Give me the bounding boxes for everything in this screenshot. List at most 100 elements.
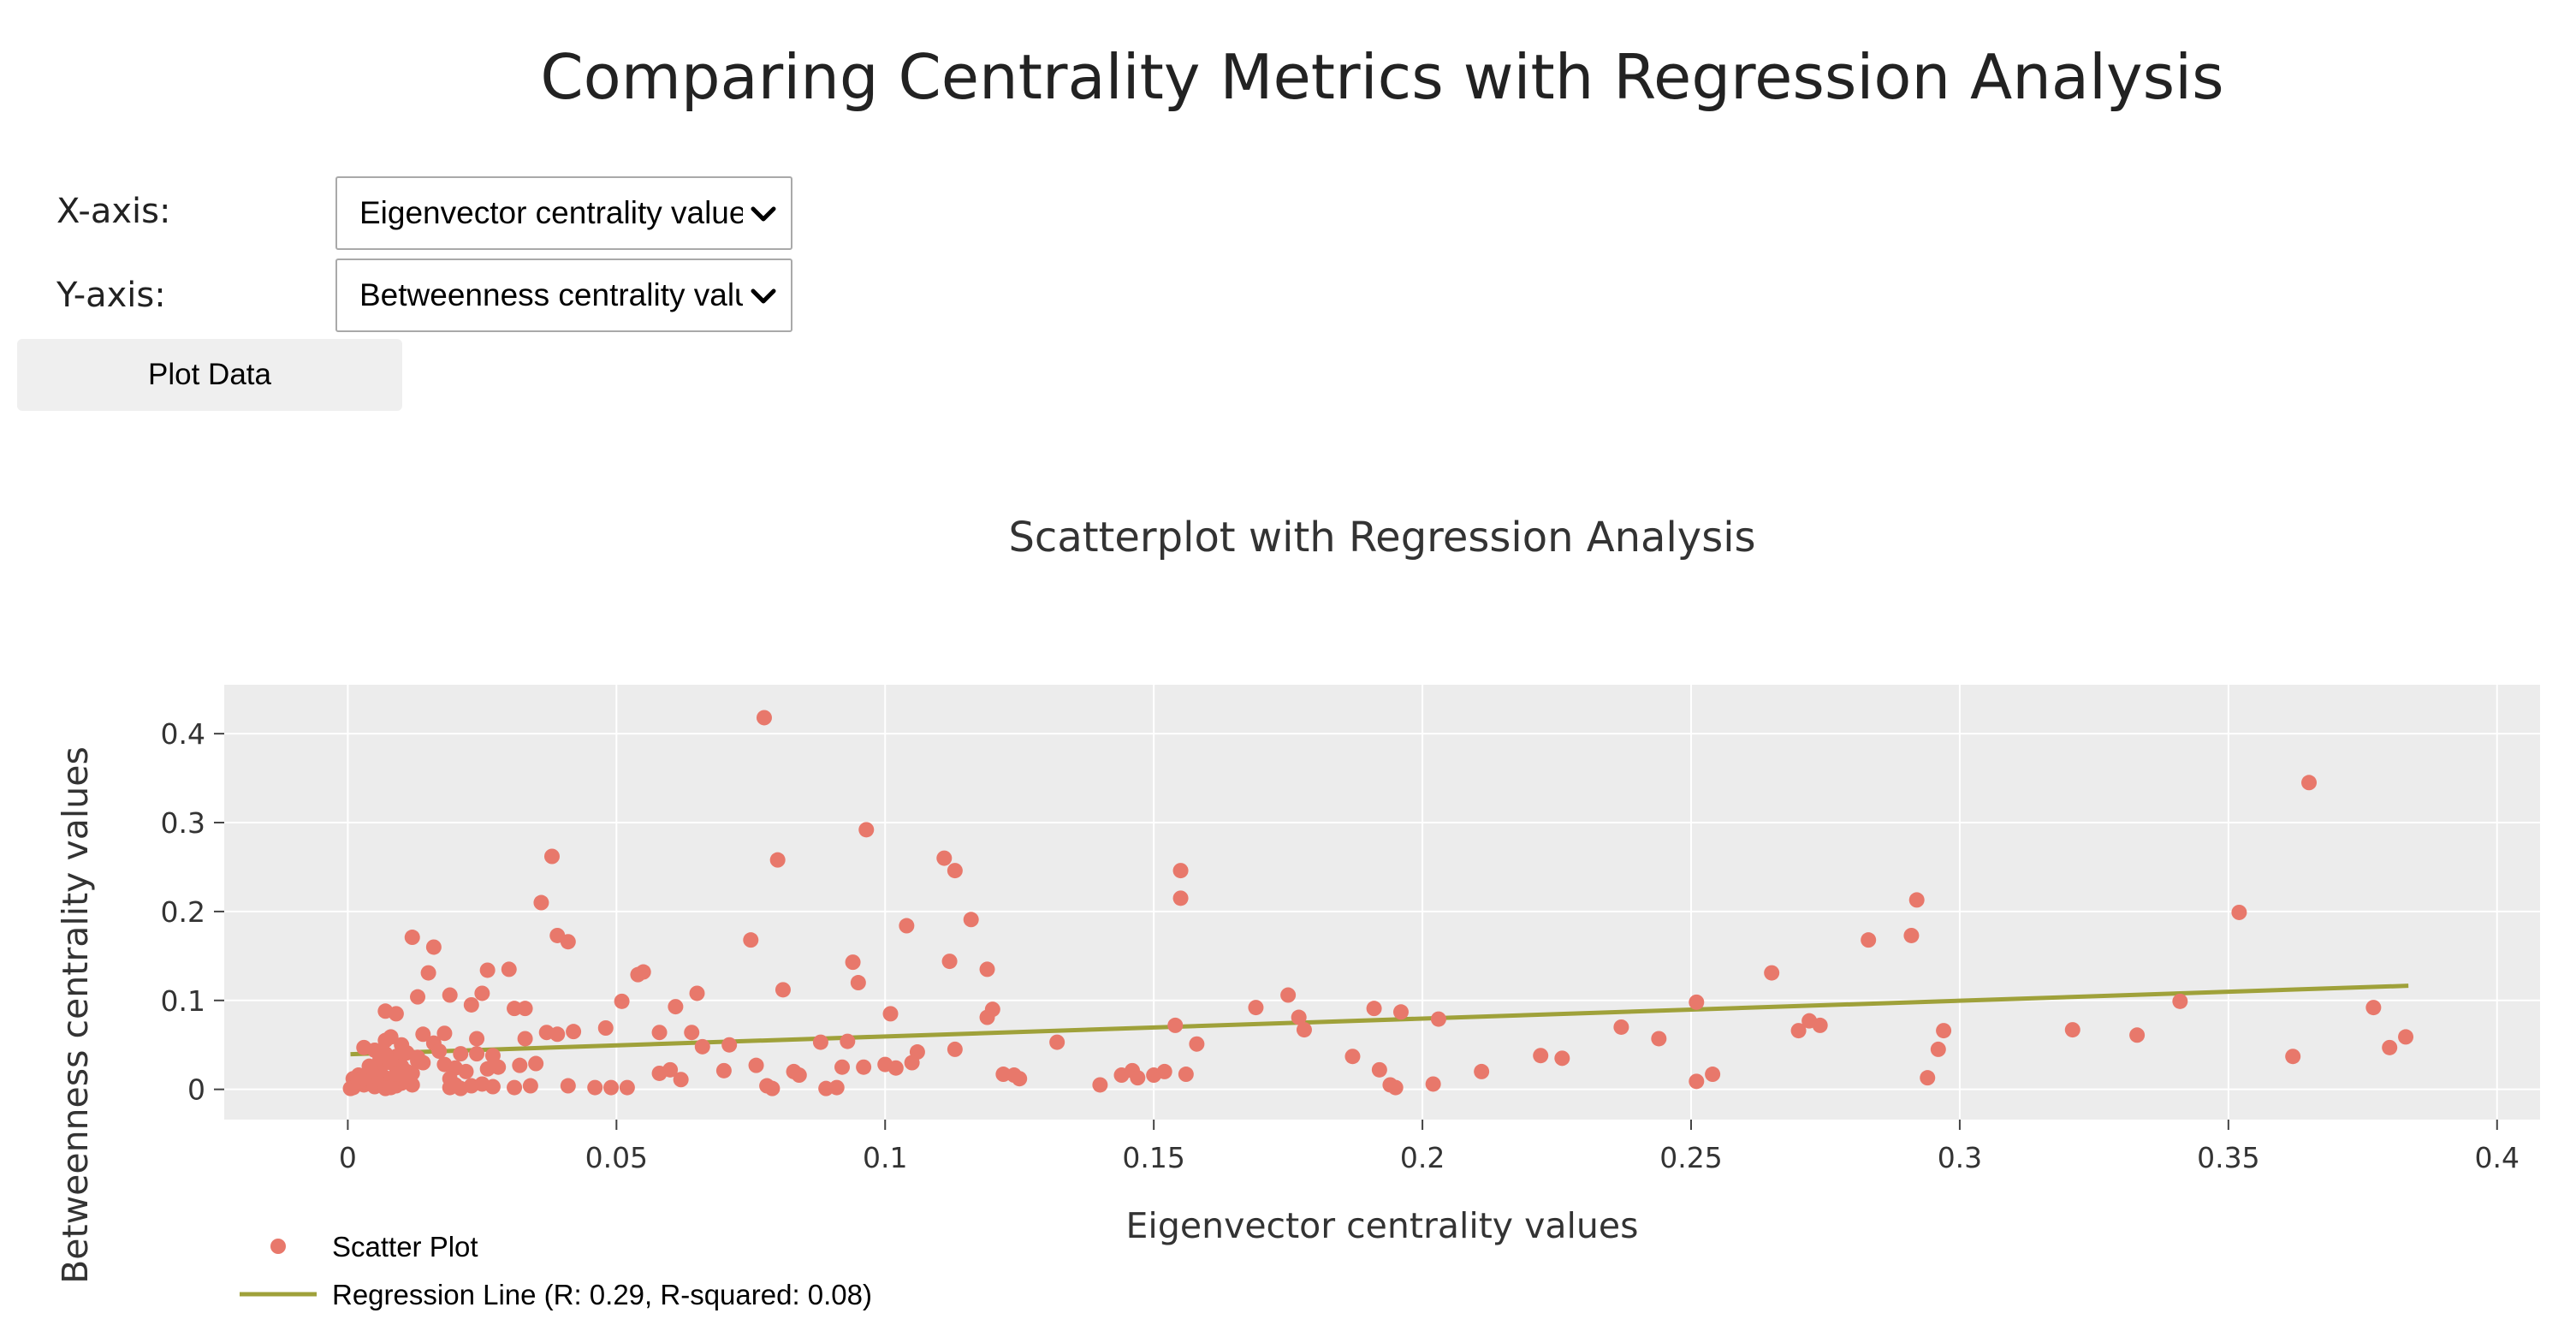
scatter-point [361,1058,377,1074]
scatter-point [512,1057,528,1073]
scatter-point [1936,1023,1952,1039]
scatter-point [1705,1067,1721,1083]
scatter-point [474,985,490,1001]
legend-item-scatter[interactable]: Scatter Plot [270,1231,478,1263]
scatter-point [834,1059,851,1075]
scatter-point [1764,965,1780,981]
scatter-point [1387,1079,1404,1096]
scatter-point [399,1068,415,1084]
page-title: Comparing Centrality Metrics with Regres… [540,41,2224,113]
scatter-point [904,1055,920,1071]
y-tick-label: 0.3 [161,806,205,840]
scatter-point [775,982,791,998]
x-tick-label: 0 [339,1141,357,1174]
scatter-point [1049,1034,1065,1050]
scatter-point [1903,927,1920,943]
plot-data-button[interactable]: Plot Data [17,339,402,411]
scatter-point [587,1079,603,1096]
scatter-point [1430,1011,1446,1027]
y-axis-title: Betweenness centrality values [55,746,96,1284]
scatter-point [533,894,549,911]
scatter-point [840,1033,856,1049]
scatter-point [619,1079,635,1096]
scatter-point [469,1046,485,1062]
y-axis-select[interactable]: Betweenness centrality values [335,258,792,332]
x-tick-label: 0.25 [1659,1141,1722,1174]
scatter-point [431,1043,448,1060]
scatter-point [1689,1073,1705,1090]
scatter-point [528,1055,544,1072]
scatter-point [1554,1050,1570,1067]
regression-line [350,983,2409,1057]
scatter-point [1167,1017,1184,1033]
scatter-point [1474,1063,1490,1079]
scatter-point [1130,1070,1146,1086]
scatter-point [743,932,759,948]
scatter-point [2398,1029,2414,1045]
scatter-point [453,1046,469,1062]
scatter-point [858,822,875,838]
scatter-point [383,1029,399,1045]
scatter-point [1366,1001,1382,1017]
scatter-point [517,1031,533,1047]
scatter-point [1613,1019,1629,1035]
legend-scatter-marker [270,1239,286,1254]
scatter-point [2382,1039,2398,1055]
x-tick-label: 0.2 [1400,1141,1445,1174]
scatter-point [694,1038,710,1055]
scatter-point [850,975,866,991]
scatter-point [479,962,496,978]
scatter-point [899,918,915,934]
scatter-point [668,999,684,1015]
scatter-point [425,939,442,955]
scatter-point [1092,1077,1108,1093]
scatter-point [1189,1036,1205,1052]
scatter-point [1812,1017,1828,1033]
x-tick-label: 0.4 [2475,1141,2520,1174]
scatter-point [507,1079,523,1096]
scatter-point [603,1079,620,1096]
scatter-points [342,710,2414,1096]
y-axis-label: Y-axis: [56,276,166,315]
y-tick-label: 0.2 [161,895,205,929]
scatter-point [458,1063,474,1079]
regression-layer [350,983,2409,1057]
scatter-point [1371,1061,1387,1078]
scatter-point [630,966,646,983]
scatter-point [1296,1022,1312,1038]
scatter-point [1178,1067,1194,1083]
scatter-point [947,863,963,879]
scatter-point [979,1009,995,1025]
scatter-point [1172,863,1189,879]
scatter-point [436,1025,453,1042]
scatter-chart: Scatterplot with Regression Analysis 0 0.… [55,514,2540,1310]
scatter-point [882,1006,899,1022]
scatter-point [383,1079,399,1096]
scatter-point [673,1072,689,1088]
axis-ticks: 0 0.05 0.1 0.15 0.2 0.25 0.3 0.35 0.4 0 0.1 0.2 0.3 0… [161,717,2520,1174]
scatter-point [721,1037,738,1053]
scatter-point [549,1026,566,1043]
scatter-point [1689,994,1705,1010]
x-axis-select[interactable]: Eigenvector centrality values [335,176,792,250]
scatter-point [463,996,479,1013]
scatter-point [769,852,786,868]
scatter-point [484,1048,501,1064]
scatter-point [2172,993,2188,1009]
scatter-point [2365,1000,2382,1016]
x-tick-label: 0.35 [2197,1141,2259,1174]
scatter-point [651,1065,668,1081]
x-tick-label: 0.05 [585,1141,648,1174]
scatter-point [1920,1070,1936,1086]
scatter-point [560,1078,576,1094]
grid-lines [224,685,2540,1120]
legend-item-regression[interactable]: Regression Line (R: 0.29, R-squared: 0.0… [240,1279,872,1310]
scatter-point [651,1025,668,1041]
scatter-point [828,1079,845,1096]
y-axis-select-value: Betweenness centrality values [359,277,743,312]
x-axis-select-value: Eigenvector centrality values [359,195,743,230]
scatter-point [963,912,979,928]
y-tick-label: 0.4 [161,717,205,751]
scatter-point [566,1024,582,1040]
scatter-point [1172,890,1189,906]
